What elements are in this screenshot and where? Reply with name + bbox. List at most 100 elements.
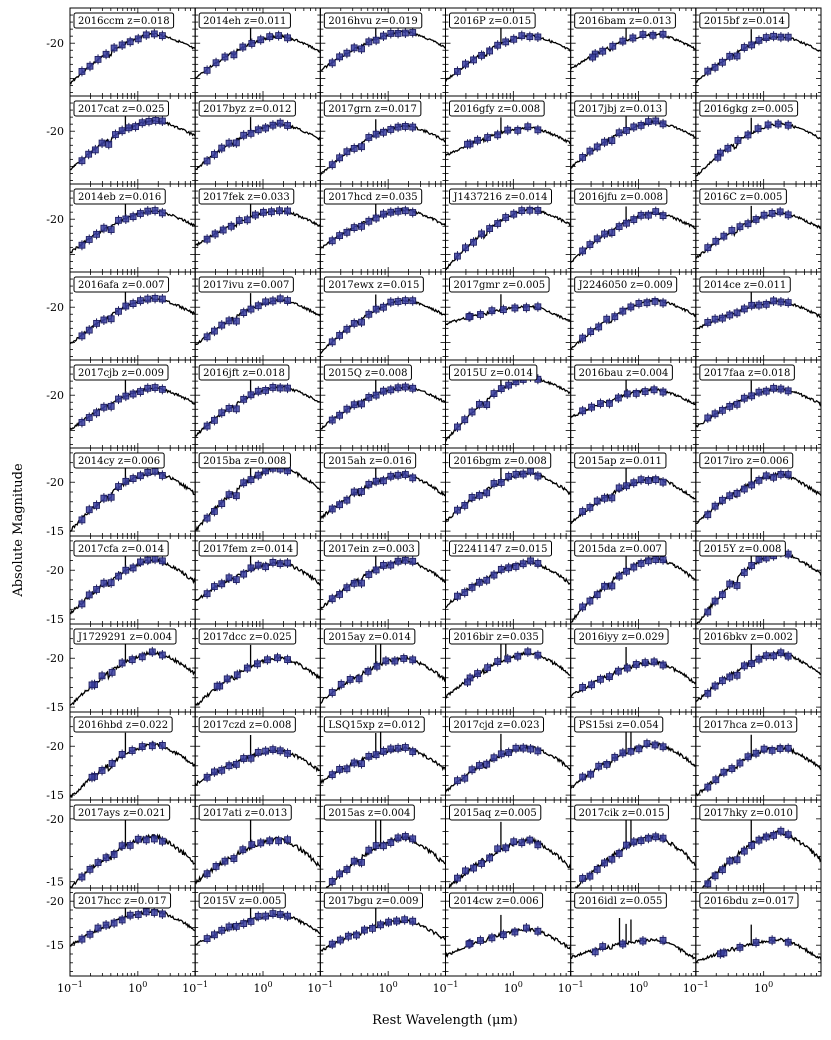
- panel-data: [570, 548, 696, 624]
- data-point: [138, 119, 146, 127]
- panel-label-text: 2016gfy z=0.008: [454, 104, 541, 115]
- panel-data: [195, 28, 321, 80]
- data-point: [502, 38, 510, 46]
- panel-label: 2017faa z=0.018: [699, 364, 795, 381]
- data-point: [225, 574, 233, 582]
- data-point: [579, 334, 587, 342]
- panel-label-box: [73, 716, 173, 733]
- sed-panel: 2015bf z=0.014: [695, 7, 822, 97]
- data-point: [659, 556, 667, 564]
- data-point: [262, 124, 270, 132]
- data-point: [587, 770, 595, 778]
- panel-data: [695, 205, 821, 259]
- y-tick-label: -20: [46, 813, 64, 826]
- data-point: [254, 126, 262, 134]
- panel-data: [70, 28, 196, 85]
- data-point: [500, 306, 507, 314]
- panel-label: 2017cat z=0.025: [73, 100, 169, 117]
- data-point: [619, 307, 627, 315]
- data-point: [720, 232, 728, 240]
- data-point: [275, 32, 283, 40]
- data-point: [784, 550, 792, 558]
- data-point: [755, 388, 763, 396]
- data-point: [144, 207, 152, 215]
- data-point: [754, 125, 762, 133]
- data-point: [623, 127, 630, 134]
- data-point: [394, 471, 402, 479]
- panel-label-text: 2016gkg z=0.005: [704, 104, 794, 115]
- data-point: [211, 508, 218, 515]
- sed-panel: 2015as z=0.004: [319, 799, 447, 889]
- data-point: [601, 138, 608, 146]
- sed-panel: 2017hca z=0.013: [695, 711, 822, 801]
- data-point: [526, 206, 534, 214]
- data-point: [254, 748, 262, 756]
- data-point: [704, 319, 712, 326]
- data-point: [608, 229, 616, 237]
- data-point: [645, 477, 652, 484]
- data-point: [137, 210, 144, 217]
- data-point: [609, 42, 617, 50]
- data-point: [262, 298, 270, 306]
- sed-panel: -20 2016ccm z=0.018: [46, 7, 196, 97]
- data-point: [254, 471, 262, 479]
- data-point: [358, 579, 365, 587]
- data-point: [358, 222, 365, 230]
- data-point: [85, 236, 93, 243]
- data-point: [645, 211, 652, 219]
- data-point: [483, 760, 491, 768]
- panel-data: [695, 734, 821, 797]
- data-point: [643, 740, 651, 748]
- data-point: [358, 488, 365, 495]
- data-point: [98, 672, 106, 680]
- data-point: [454, 506, 461, 514]
- data-point: [225, 317, 233, 325]
- data-point: [343, 49, 351, 57]
- data-point: [748, 562, 756, 569]
- panel-label-text: 2017faa z=0.018: [704, 368, 791, 379]
- data-point: [336, 411, 343, 419]
- panel-label-text: 2017cjb z=0.009: [78, 368, 164, 379]
- panel-label-text: 2017ays z=0.021: [78, 808, 166, 819]
- data-point: [240, 570, 248, 578]
- panel-data: [320, 638, 446, 705]
- panel-label-box: [449, 452, 552, 469]
- data-point: [266, 837, 274, 845]
- panel-label-box: [699, 540, 786, 557]
- panel-label-box: [323, 100, 422, 117]
- sed-panel: 2017byz z=0.012: [194, 95, 321, 185]
- panel-label: 2015Y z=0.008: [699, 540, 786, 557]
- data-point: [394, 744, 402, 752]
- panel-data: [570, 115, 696, 169]
- panel-label: 2016C z=0.005: [699, 188, 787, 205]
- panel-label: 2017ewx z=0.015: [323, 276, 424, 293]
- data-point: [144, 469, 152, 476]
- data-point: [343, 148, 351, 156]
- data-point: [372, 36, 380, 44]
- data-point: [328, 689, 336, 696]
- data-point: [350, 224, 358, 232]
- panel-data: [445, 28, 571, 83]
- panel-label: 2017ays z=0.021: [73, 804, 171, 821]
- data-point: [461, 416, 469, 424]
- sed-panel: 2015U z=0.014: [445, 359, 572, 449]
- data-point: [100, 316, 108, 324]
- data-point: [777, 298, 785, 306]
- panel-label-text: 2014cy z=0.006: [78, 456, 160, 467]
- data-point: [494, 131, 502, 139]
- data-point: [726, 402, 734, 410]
- data-point: [586, 241, 594, 248]
- panel-label-text: 2015as z=0.004: [328, 808, 410, 819]
- data-point: [248, 40, 256, 47]
- data-point: [599, 47, 607, 55]
- data-point: [728, 765, 736, 772]
- data-point: [336, 53, 343, 61]
- y-tick-label: -20: [46, 37, 64, 50]
- data-point: [776, 208, 784, 216]
- panel-label-text: PS15si z=0.054: [579, 720, 659, 731]
- data-point: [630, 216, 638, 223]
- y-tick-label: -15: [46, 789, 64, 802]
- panel-label: 2017cjb z=0.009: [73, 364, 169, 381]
- data-point: [158, 557, 166, 565]
